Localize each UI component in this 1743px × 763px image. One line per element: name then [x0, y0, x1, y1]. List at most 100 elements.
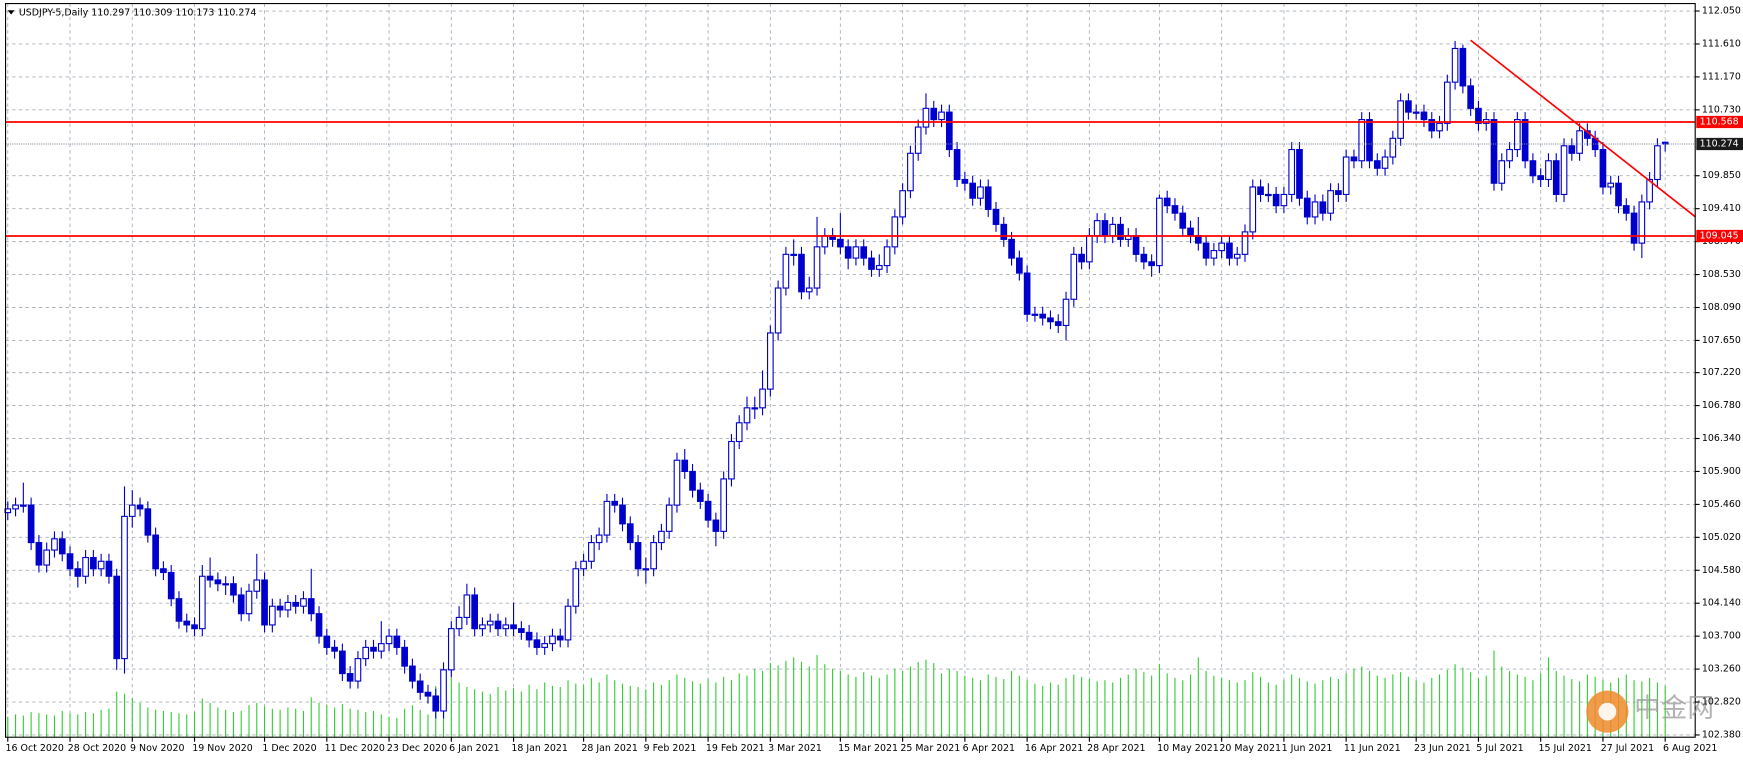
candle-body — [751, 407, 759, 410]
candle-body — [1140, 253, 1148, 263]
symbol: USDJPY-5,Daily — [19, 7, 89, 18]
candle-body — [556, 635, 564, 641]
candle-body — [837, 238, 844, 248]
candle-body — [805, 287, 813, 293]
y-tick-label: 105.900 — [1702, 466, 1741, 477]
candle-body — [121, 515, 128, 660]
y-tick-label: 102.380 — [1702, 729, 1741, 740]
candle-body — [183, 620, 191, 626]
candle-body — [1545, 160, 1552, 181]
candle-body — [774, 287, 782, 334]
candle-body — [198, 575, 206, 630]
plot-frame — [5, 2, 1696, 738]
candle-body — [276, 605, 284, 611]
candle-body — [1311, 201, 1319, 218]
y-tick-label: 104.580 — [1702, 565, 1741, 576]
candle-body — [502, 624, 510, 630]
x-tick-label: 11 Jun 2021 — [1344, 743, 1401, 754]
candle-body — [1451, 47, 1459, 83]
candle-body — [370, 646, 377, 652]
candle-body — [1350, 156, 1358, 162]
candle-body — [1062, 298, 1070, 327]
candle-body — [455, 616, 463, 630]
candle-body — [1373, 160, 1381, 169]
candle-body — [1420, 111, 1428, 121]
candle-body — [253, 579, 261, 592]
candle-body — [1405, 100, 1412, 113]
candle-body — [1428, 119, 1436, 132]
candle-body — [471, 594, 478, 630]
candle-body — [1646, 178, 1653, 203]
candle-body — [875, 265, 883, 270]
candle-body — [735, 422, 743, 443]
y-tick-label: 105.020 — [1702, 532, 1741, 543]
candle-body — [1070, 253, 1078, 300]
candle-body — [300, 598, 307, 607]
candle-body — [790, 253, 798, 257]
candle-body — [1093, 220, 1101, 237]
candle-body — [385, 635, 393, 645]
candle-body — [953, 148, 961, 181]
open-value: 110.297 — [91, 7, 130, 18]
candle-body — [152, 534, 159, 570]
candles — [4, 40, 1669, 719]
candle-body — [401, 646, 408, 667]
candle-body — [1443, 81, 1451, 124]
candle-body — [1622, 205, 1630, 214]
candle-body — [634, 542, 642, 570]
y-tick-label: 111.610 — [1702, 38, 1741, 49]
candle-body — [1202, 242, 1210, 259]
candle-body — [611, 500, 619, 506]
candle-body — [323, 635, 331, 648]
candle-body — [549, 635, 556, 645]
trendline — [1470, 39, 1697, 218]
candle-body — [969, 182, 976, 199]
x-tick-label: 6 Apr 2021 — [963, 743, 1015, 754]
candle-body — [603, 500, 611, 536]
candle-body — [813, 246, 821, 289]
candle-body — [665, 504, 673, 532]
x-tick-label: 6 Jan 2021 — [449, 743, 500, 754]
candle-body — [1436, 122, 1443, 132]
candle-body — [191, 624, 198, 630]
candle-body — [588, 542, 595, 562]
candle-body — [1280, 193, 1288, 207]
candle-body — [1319, 201, 1327, 214]
candle-body — [393, 635, 401, 648]
candle-body — [1397, 100, 1404, 139]
candle-body — [1031, 313, 1039, 316]
x-tick-label: 25 Mar 2021 — [900, 743, 960, 754]
x-tick-label: 19 Nov 2020 — [192, 743, 252, 754]
candle-body — [1101, 220, 1109, 237]
candle-body — [1599, 148, 1607, 188]
candle-body — [914, 126, 922, 154]
candle-body — [144, 508, 152, 536]
candle-body — [868, 257, 875, 270]
candle-body — [1187, 227, 1194, 237]
candle-body — [136, 504, 144, 510]
x-tick-label: 10 May 2021 — [1157, 743, 1219, 754]
candle-body — [307, 598, 315, 615]
candle-body — [689, 470, 696, 491]
candle-body — [1288, 148, 1296, 196]
candle-body — [1210, 250, 1218, 259]
candle-body — [160, 568, 167, 574]
candle-body — [673, 459, 681, 506]
candle-body — [1054, 321, 1062, 327]
candle-body — [167, 571, 175, 600]
candle-body — [214, 579, 222, 585]
candle-body — [525, 631, 533, 641]
y-tick-label: 110.730 — [1702, 104, 1741, 115]
watermark-logo: 中金网 — [1586, 690, 1714, 733]
x-tick-label: 28 Oct 2020 — [68, 743, 126, 754]
y-tick-label: 106.340 — [1702, 433, 1741, 444]
candle-body — [930, 107, 938, 121]
x-tick-label: 16 Oct 2020 — [6, 743, 64, 754]
candle-body — [409, 665, 416, 682]
x-tick-label: 23 Dec 2020 — [387, 743, 447, 754]
candle-body — [1615, 182, 1622, 207]
candle-body — [463, 594, 471, 618]
